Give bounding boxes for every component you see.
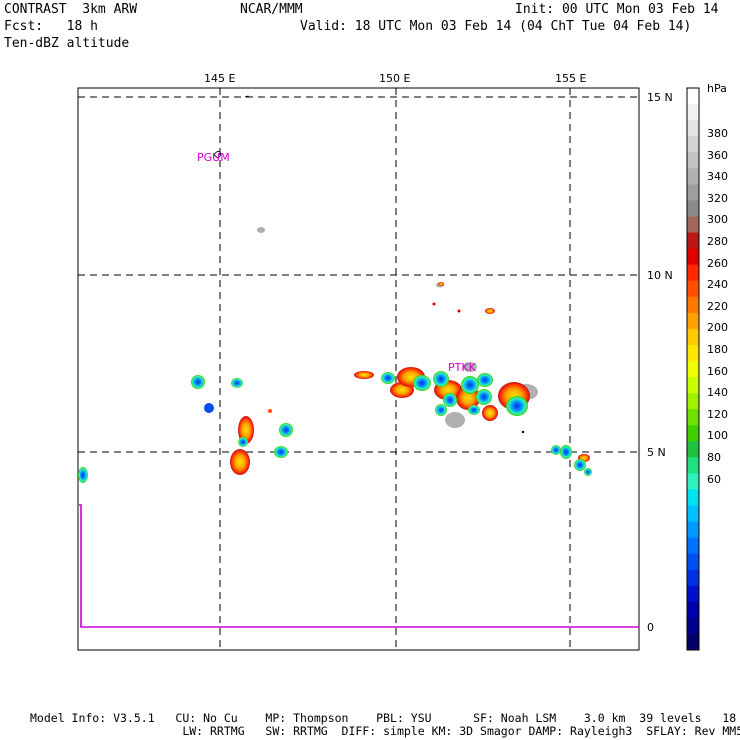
- colorbar-swatch: [687, 344, 699, 362]
- colorbar-swatch: [687, 377, 699, 394]
- lat-label-5n: 5 N: [647, 446, 666, 459]
- station-label-ptkk: PTKK: [448, 361, 476, 374]
- map-frame: [77, 87, 640, 651]
- colorbar-tick-label: 180: [707, 343, 728, 356]
- forecast-hour: Fcst: 18 h: [4, 19, 98, 34]
- colorbar-tick-label: 60: [707, 472, 721, 486]
- colorbar-tick-label: 300: [707, 213, 728, 227]
- colorbar-tick-label: 140: [707, 386, 728, 400]
- colorbar-swatch: [687, 232, 699, 250]
- colorbar-swatch: [687, 537, 699, 555]
- colorbar-swatch: [687, 360, 699, 378]
- model-title: CONTRAST 3km ARW: [4, 2, 138, 17]
- colorbar-swatch: [687, 88, 699, 105]
- colorbar-swatch: [687, 393, 699, 410]
- field-name: Ten-dBZ altitude: [4, 36, 130, 51]
- colorbar-swatch: [687, 617, 699, 635]
- colorbar-swatch: [687, 296, 699, 314]
- colorbar-tick-label: 80: [707, 451, 721, 464]
- valid-time: Valid: 18 UTC Mon 03 Feb 14 (04 ChT Tue …: [300, 19, 692, 34]
- colorbar-swatch: [687, 200, 699, 217]
- colorbar-tick-label: 380: [707, 127, 728, 140]
- lat-label-15n: 15 N: [647, 91, 673, 104]
- station-label-pgum: PGUM: [197, 151, 230, 164]
- colorbar-tick-label: 280: [707, 235, 728, 248]
- lat-lon-grid: [78, 88, 639, 650]
- colorbar-tick-label: 360: [707, 148, 728, 162]
- colorbar-swatch: [687, 473, 699, 490]
- colorbar-swatch: [687, 441, 699, 458]
- colorbar-swatch: [687, 136, 699, 153]
- colorbar-swatch: [687, 184, 699, 201]
- colorbar-swatch: [687, 280, 699, 298]
- model-info-line2: LW: RRTMG SW: RRTMG DIFF: simple KM: 3D …: [30, 724, 740, 738]
- island-coast: [244, 95, 250, 98]
- colorbar-frame: [686, 87, 700, 651]
- colorbar-tick-label: 160: [707, 364, 728, 378]
- colorbar-unit: hPa: [707, 82, 727, 95]
- colorbar-swatch: [687, 521, 699, 539]
- lat-label-10n: 10 N: [647, 269, 673, 282]
- colorbar-swatch: [687, 409, 699, 426]
- colorbar-swatch: [687, 328, 699, 346]
- colorbar-swatch: [687, 457, 699, 474]
- colorbar-swatch: [687, 633, 699, 651]
- colorbar-swatch: [687, 104, 699, 121]
- cold-echoes: [78, 371, 592, 483]
- organization-label: NCAR/MMM: [240, 2, 303, 17]
- colorbar-swatch: [687, 264, 699, 282]
- colorbar-swatch: [687, 152, 699, 169]
- coastlines: [213, 95, 250, 159]
- colorbar-swatch: [687, 216, 699, 234]
- small-cells: [268, 302, 525, 434]
- colorbar-swatch: [687, 505, 699, 523]
- colorbar-tick-label: 320: [707, 191, 728, 205]
- colorbar-swatch: [687, 569, 699, 587]
- colorbar-tick-label: 120: [707, 407, 728, 421]
- colorbar-swatch: [687, 601, 699, 619]
- colorbar-swatch: [687, 489, 699, 506]
- colorbar-swatch: [687, 168, 699, 185]
- colorbar: [686, 87, 700, 651]
- colorbar-tick-label: 260: [707, 256, 728, 270]
- colorbar-swatch: [687, 425, 699, 442]
- init-time: Init: 00 UTC Mon 03 Feb 14: [515, 2, 719, 17]
- colorbar-tick-label: 200: [707, 321, 728, 335]
- colorbar-swatch: [687, 585, 699, 603]
- model-info-line1: Model Info: V3.5.1 CU: No Cu MP: Thompso…: [30, 711, 740, 725]
- lon-label-155e: 155 E: [555, 72, 587, 85]
- guam-coast: [213, 151, 222, 159]
- lat-label-equator: 0: [647, 621, 654, 634]
- colorbar-tick-label: 100: [707, 429, 728, 443]
- colorbar-swatch: [687, 553, 699, 571]
- colorbar-swatch: [687, 248, 699, 266]
- colorbar-swatch: [687, 120, 699, 137]
- colorbar-tick-label: 220: [707, 299, 728, 313]
- lon-label-145e: 145 E: [204, 72, 236, 85]
- colorbar-tick-label: 340: [707, 170, 728, 184]
- colorbar-swatch: [687, 312, 699, 330]
- domain-boundary: [79, 504, 639, 628]
- lon-label-150e: 150 E: [379, 72, 411, 85]
- colorbar-tick-label: 240: [707, 278, 728, 292]
